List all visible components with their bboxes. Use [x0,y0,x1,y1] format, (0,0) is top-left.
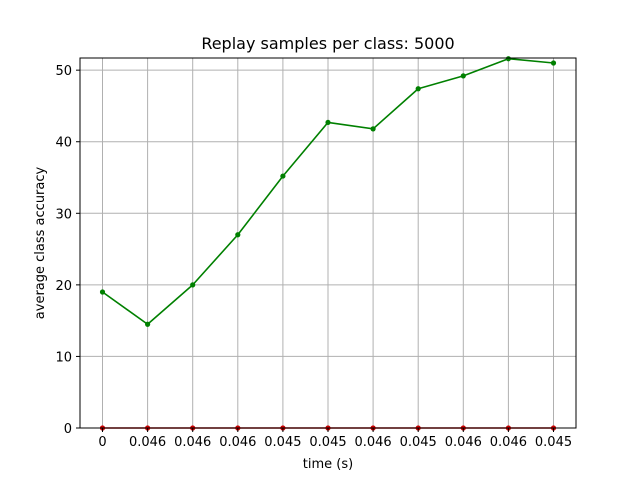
data-point [550,60,557,66]
ticks-layer: 0 0.046 0.046 0.046 0.045 0.045 0.046 0.045 0.04… [55,64,572,450]
x-tick-label: 0.045 [309,435,346,450]
y-tick-label: 30 [55,207,72,222]
data-point [370,126,376,132]
x-tick-label: 0.046 [129,435,166,450]
x-tick-label: 0.045 [264,435,301,450]
y-tick-label: 10 [55,350,72,365]
y-tick-label: 0 [64,422,72,437]
data-point [325,119,331,126]
x-tick-label: 0.046 [354,435,391,450]
data-point [190,282,196,288]
x-axis-label: time (s) [303,457,353,472]
data-point [460,73,466,79]
data-point [145,321,151,327]
data-point [415,86,421,92]
data-point [505,56,511,62]
data-point [235,232,241,238]
x-tick-label: 0.046 [174,435,211,450]
x-tick-label: 0.046 [219,435,256,450]
x-tick-label: 0.045 [400,435,437,450]
chart-title: Replay samples per class: 5000 [201,34,454,53]
data-point [280,173,286,179]
x-tick-label: 0.045 [535,435,572,450]
y-tick-label: 50 [55,64,72,79]
y-tick-label: 40 [55,136,72,151]
y-tick-label: 20 [55,279,72,294]
x-tick-label: 0 [98,435,106,450]
x-tick-label: 0.046 [445,435,482,450]
x-tick-label: 0.046 [490,435,527,450]
y-axis-label: average class accuracy [33,166,48,319]
data-point [99,289,106,295]
